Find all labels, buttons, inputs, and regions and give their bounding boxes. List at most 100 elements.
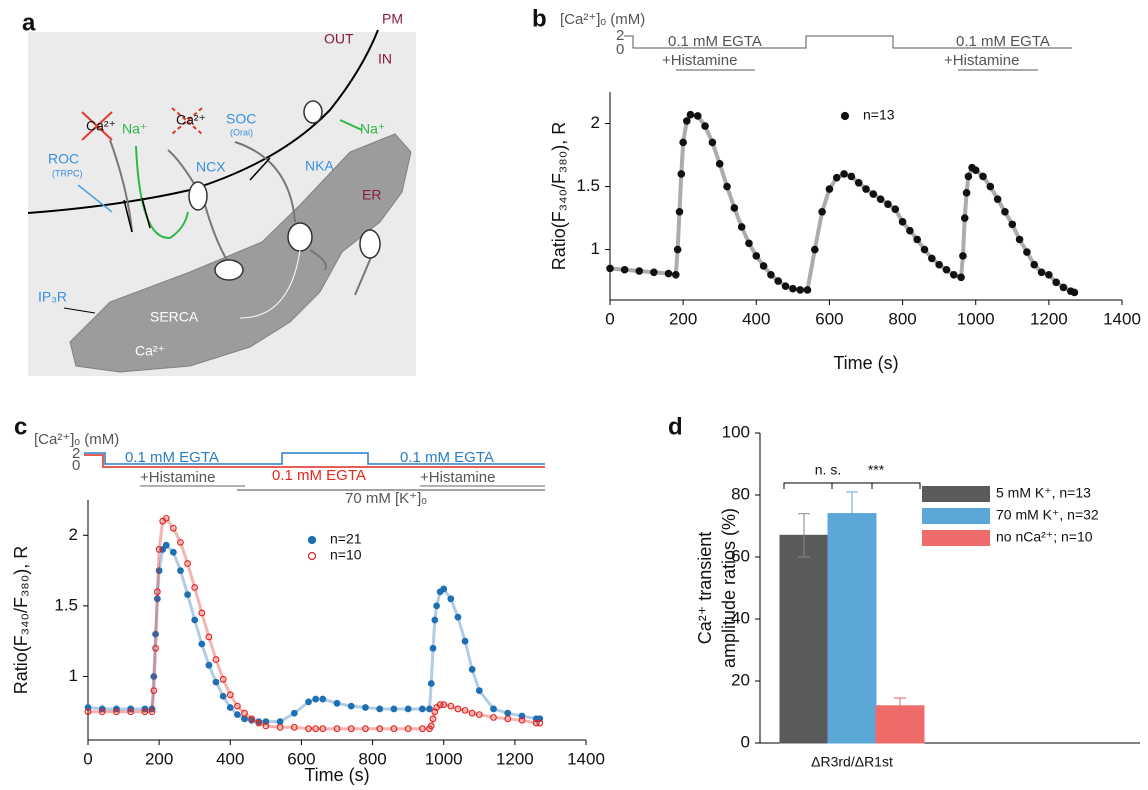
y-tick-label: 2 xyxy=(69,525,78,544)
data-point xyxy=(1037,268,1046,277)
protocol-step xyxy=(624,35,1072,49)
x-tick-label: 600 xyxy=(815,309,843,328)
data-point xyxy=(737,223,746,231)
data-point xyxy=(876,195,885,203)
diagram-label: NKA xyxy=(305,158,334,174)
data-point xyxy=(241,715,248,723)
data-point xyxy=(426,705,433,713)
data-point xyxy=(664,269,673,278)
data-point xyxy=(869,190,878,198)
diagram: PM OUT IN ROC (TRPC) Ca²⁺ Na⁺ Ca²⁺ SOC (… xyxy=(27,11,416,376)
y-tick-label: 1.5 xyxy=(576,176,600,195)
data-point xyxy=(979,172,987,181)
data-point xyxy=(606,264,614,273)
data-point xyxy=(362,704,369,711)
data-point xyxy=(312,725,320,733)
protocol-text: +Histamine xyxy=(944,52,1019,69)
data-point xyxy=(347,725,355,733)
data-point xyxy=(290,723,298,731)
data-point xyxy=(928,254,936,263)
trace xyxy=(88,516,540,731)
data-point xyxy=(1070,288,1079,297)
x-tick-label: 1200 xyxy=(496,749,534,768)
y-axis-label: Ca²⁺ transient xyxy=(695,532,715,645)
error-bar xyxy=(798,512,810,558)
panel-label: a xyxy=(22,9,36,36)
panel-label: c xyxy=(14,413,27,440)
data-point xyxy=(454,705,462,713)
er-shape xyxy=(69,133,412,373)
data-point xyxy=(153,595,161,603)
legend-swatch xyxy=(922,530,990,546)
x-tick-label: 1400 xyxy=(567,749,605,768)
data-point xyxy=(957,273,965,282)
y-tick-label: 40 xyxy=(731,608,750,627)
data-point xyxy=(490,714,497,721)
data-point xyxy=(153,588,161,596)
legend-label: 5 mM K⁺, n=13 xyxy=(996,485,1091,501)
protocol-text: 0.1 mM EGTA xyxy=(400,449,494,466)
protocol-text: +Histamine xyxy=(420,469,495,486)
data-point xyxy=(960,214,969,222)
data-point xyxy=(536,719,544,727)
legend-swatch xyxy=(922,486,990,502)
data-point xyxy=(1045,270,1053,279)
data-point xyxy=(431,708,439,716)
data-point xyxy=(504,709,512,717)
serca-pointer xyxy=(239,249,301,319)
diagram-label: (TRPC) xyxy=(52,168,83,178)
protocol-level: 0 xyxy=(72,457,80,474)
data-point xyxy=(305,725,312,733)
data-point xyxy=(825,185,834,193)
data-point xyxy=(693,112,702,120)
diagram-label: Ca²⁺ xyxy=(86,118,116,134)
data-point xyxy=(1023,248,1031,256)
data-point xyxy=(818,207,826,216)
data-point xyxy=(854,178,863,187)
y-axis-label: amplitude ratios (%) xyxy=(719,508,739,668)
data-point xyxy=(177,567,184,574)
x-tick-label: 0 xyxy=(83,749,92,768)
data-point xyxy=(319,695,327,703)
legend-marker xyxy=(307,551,317,561)
data-point xyxy=(475,687,483,694)
protocol-text: +Histamine xyxy=(662,52,737,69)
protocol-level: 2 xyxy=(72,445,80,462)
data-point xyxy=(427,722,435,730)
y-tick-label: 20 xyxy=(731,670,750,689)
data-point xyxy=(248,715,256,723)
diagram-label: IP₃R xyxy=(38,289,67,305)
diagram-label: SERCA xyxy=(150,309,199,325)
diagram-label: ROC xyxy=(48,151,79,167)
x-tick-label: 0 xyxy=(605,309,614,328)
diagram-label: Na⁺ xyxy=(122,121,147,137)
data-point xyxy=(433,602,441,610)
data-point xyxy=(675,207,684,216)
data-point xyxy=(679,138,687,147)
data-point xyxy=(390,725,398,733)
data-point xyxy=(745,239,753,248)
data-point xyxy=(949,270,958,279)
data-point xyxy=(440,701,448,709)
x-tick-label: 1400 xyxy=(1103,309,1141,328)
data-point xyxy=(461,637,469,645)
y-axis-label: Ratio(F₃₄₀/F₃₈₀), R xyxy=(549,122,569,270)
data-point xyxy=(205,633,213,641)
data-point xyxy=(686,110,695,119)
data-point xyxy=(475,711,483,718)
data-point xyxy=(226,704,234,711)
data-point xyxy=(276,718,284,726)
y-tick-label: 60 xyxy=(731,546,750,565)
data-point xyxy=(461,706,469,714)
error-bar xyxy=(894,697,906,715)
data-point xyxy=(333,699,341,707)
data-point xyxy=(404,725,412,733)
y-tick-label: 1 xyxy=(591,239,600,258)
data-point xyxy=(840,170,848,178)
protocol-text: 0.1 mM EGTA xyxy=(668,33,762,50)
data-point xyxy=(962,189,971,197)
data-point xyxy=(436,701,444,709)
data-point xyxy=(198,609,206,617)
data-point xyxy=(803,286,812,294)
